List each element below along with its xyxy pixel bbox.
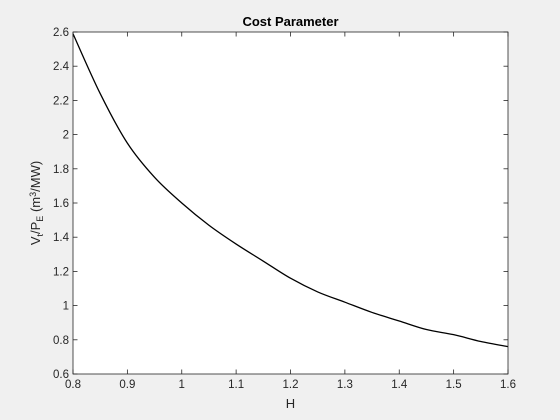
y-tick-label: 1.6 (53, 198, 69, 210)
y-tick-label: 2.2 (53, 95, 69, 107)
y-tick-label: 0.6 (53, 369, 69, 381)
x-tick-label: 1.4 (391, 379, 408, 391)
x-tick-label: 1.5 (446, 379, 462, 391)
series-layer (72, 33, 509, 348)
y-tick-label: 1.4 (53, 232, 70, 244)
y-tick-label: 2 (63, 130, 69, 142)
y-axis-title: Vt/PE (m3/MW) (28, 161, 45, 245)
tick-labels-layer: 0.8 0.9 1 1.1 1.2 1.3 1.4 1.5 1.60.60.811.21.41.… (53, 27, 516, 391)
axes-box (72, 31, 509, 375)
x-axis-title: H (286, 396, 295, 411)
x-tick-label: 1.3 (337, 379, 353, 391)
series-line (72, 33, 509, 348)
y-tick-label: 2.4 (53, 61, 70, 73)
y-axis-title-subscript: t (35, 234, 45, 237)
y-tick-label: 0.8 (53, 335, 69, 347)
y-axis-title-text: /MW) (28, 161, 43, 192)
chart-title: Cost Parameter (242, 14, 338, 29)
y-axis-title-superscript: 3 (28, 192, 38, 197)
plot-area (73, 32, 508, 374)
y-tick-label: 1.8 (53, 164, 69, 176)
y-axis-title-subscript: E (35, 216, 45, 222)
y-tick-label: 1 (63, 301, 69, 313)
y-tick-label: 2.6 (53, 27, 69, 39)
x-tick-label: 1.2 (283, 379, 299, 391)
x-tick-label: 1.6 (500, 379, 516, 391)
x-tick-label: 0.8 (65, 379, 81, 391)
y-axis-title-text: /P (28, 222, 43, 234)
y-axis-title-text: (m (28, 197, 43, 216)
x-tick-label: 1 (179, 379, 185, 391)
y-axis-title-text: V (28, 236, 43, 245)
x-tick-label: 0.9 (119, 379, 135, 391)
y-tick-label: 1.2 (53, 266, 69, 278)
x-tick-label: 1.1 (228, 379, 244, 391)
